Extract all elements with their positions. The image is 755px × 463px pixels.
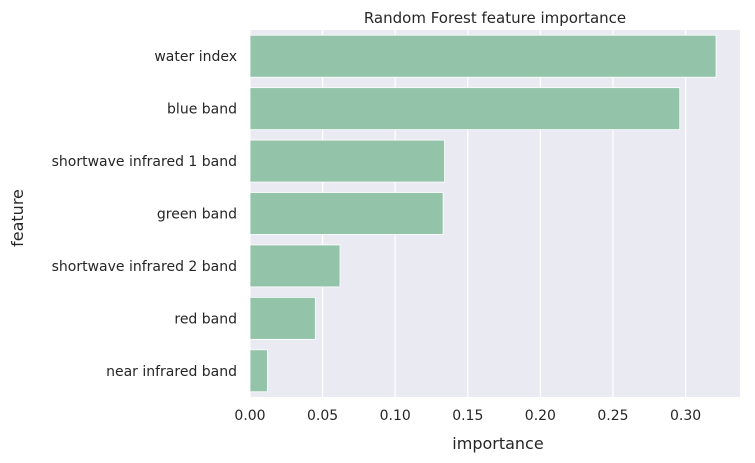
x-tick-label: 0.30 <box>670 408 701 424</box>
bar <box>249 296 316 340</box>
y-tick-label: red band <box>174 311 237 327</box>
y-tick-label: blue band <box>167 102 237 118</box>
y-tick-label: green band <box>157 207 237 223</box>
bars <box>249 34 717 393</box>
x-tick-label: 0.15 <box>452 408 483 424</box>
bar <box>249 34 717 78</box>
y-tick-labels: water index blue band shortwave infrared 1… <box>52 49 237 380</box>
bar <box>249 244 341 288</box>
bar <box>249 192 444 235</box>
bar <box>249 139 445 183</box>
x-tick-label: 0.20 <box>525 408 556 424</box>
bar <box>249 87 681 131</box>
x-tick-label: 0.05 <box>307 408 338 424</box>
x-tick-labels: 0.00 0.05 0.10 0.15 0.20 0.25 0.30 <box>234 408 701 424</box>
x-tick-label: 0.00 <box>234 408 265 424</box>
x-tick-label: 0.10 <box>380 408 411 424</box>
x-axis-label: importance <box>452 434 543 453</box>
y-tick-label: water index <box>154 49 237 65</box>
y-tick-label: shortwave infrared 2 band <box>52 259 237 275</box>
x-tick-label: 0.25 <box>597 408 628 424</box>
y-tick-label: shortwave infrared 1 band <box>52 154 237 170</box>
y-tick-label: near infrared band <box>106 364 237 380</box>
chart-title: Random Forest feature importance <box>364 9 626 27</box>
bar <box>249 349 268 393</box>
y-axis-label: feature <box>8 189 27 247</box>
